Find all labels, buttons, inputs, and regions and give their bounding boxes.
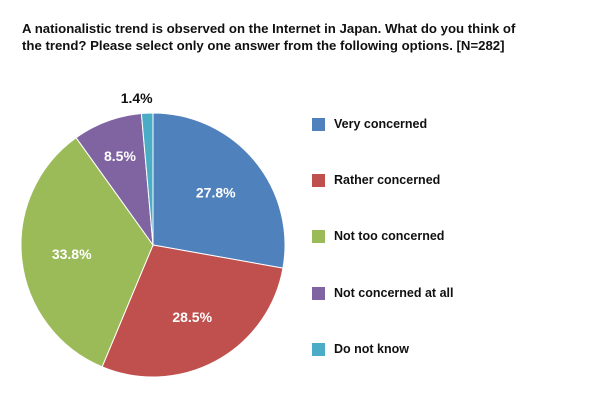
pie-slice-rather-concerned	[101, 244, 284, 378]
pie-label-not-too-concerned: 33.8%	[52, 246, 92, 262]
pie-label-very-concerned: 27.8%	[196, 184, 236, 200]
legend-label: Do not know	[334, 342, 409, 356]
pie-slice-very-concerned	[152, 112, 286, 269]
pie-label-rather-concerned: 28.5%	[172, 309, 212, 325]
legend-label: Very concerned	[334, 117, 428, 131]
pie-labels: 27.8% 28.5% 33.8% 8.5% 1.4%	[52, 90, 236, 325]
legend-swatch	[312, 174, 325, 187]
legend-swatch	[312, 343, 325, 356]
legend-label: Not concerned at all	[334, 286, 454, 300]
pie-label-do-not-know: 1.4%	[121, 90, 153, 106]
pie-slices	[20, 112, 286, 378]
pie-slice-not-too-concerned	[20, 137, 154, 368]
legend-label: Not too concerned	[334, 229, 445, 243]
pie-slice-do-not-know	[140, 112, 154, 246]
legend-swatch	[312, 287, 325, 300]
chart-title-line-2: the trend? Please select only one answer…	[22, 38, 505, 53]
legend-label: Rather concerned	[334, 173, 441, 187]
legend-swatch	[312, 118, 325, 131]
chart-title: A nationalistic trend is observed on the…	[22, 20, 592, 54]
pie-label-not-concerned-at-all: 8.5%	[104, 148, 136, 164]
chart-title-line-1: A nationalistic trend is observed on the…	[22, 21, 516, 36]
legend-swatch	[312, 230, 325, 243]
